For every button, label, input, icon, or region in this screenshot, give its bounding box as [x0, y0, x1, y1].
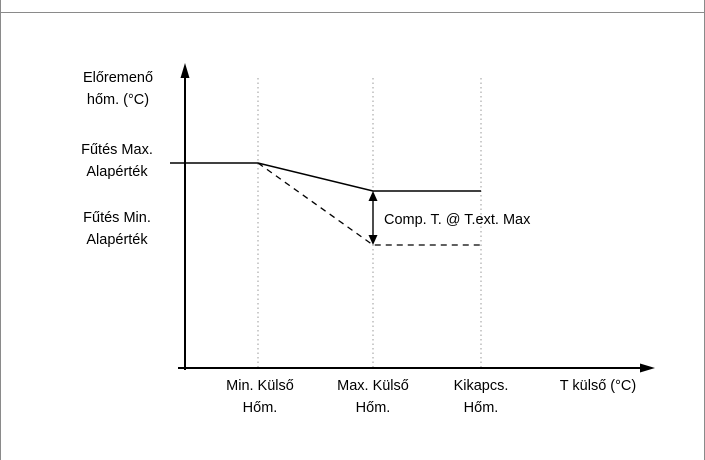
min-setpoint-label-line1: Fűtés Min. — [83, 210, 151, 226]
max-outdoor-label-line2: Hőm. — [356, 400, 391, 416]
y-axis-arrowhead — [180, 63, 190, 78]
min-setpoint-label-line2: Alapérték — [86, 232, 148, 248]
x-axis-arrowhead — [640, 363, 655, 373]
max-outdoor-label-line1: Max. Külső — [337, 378, 409, 394]
min-outdoor-label-line1: Min. Külső — [226, 378, 294, 394]
cutoff-label-line1: Kikapcs. — [454, 378, 509, 394]
compensation-arrowhead-up — [368, 191, 378, 201]
min-outdoor-label-line2: Hőm. — [243, 400, 278, 416]
cutoff-label-line2: Hőm. — [464, 400, 499, 416]
max-setpoint-label-line1: Fűtés Max. — [81, 142, 153, 158]
y-axis-label-line1: Előremenő — [83, 70, 153, 86]
max-setpoint-curve — [170, 162, 481, 192]
min-setpoint-curve — [257, 162, 481, 246]
compensation-arrowhead-down — [368, 235, 378, 245]
max-setpoint-label-line2: Alapérték — [86, 164, 148, 180]
x-axis-label: T külső (°C) — [560, 378, 636, 394]
y-axis-label-line2: hőm. (°C) — [87, 92, 149, 108]
compensation-annotation: Comp. T. @ T.ext. Max — [384, 212, 531, 228]
